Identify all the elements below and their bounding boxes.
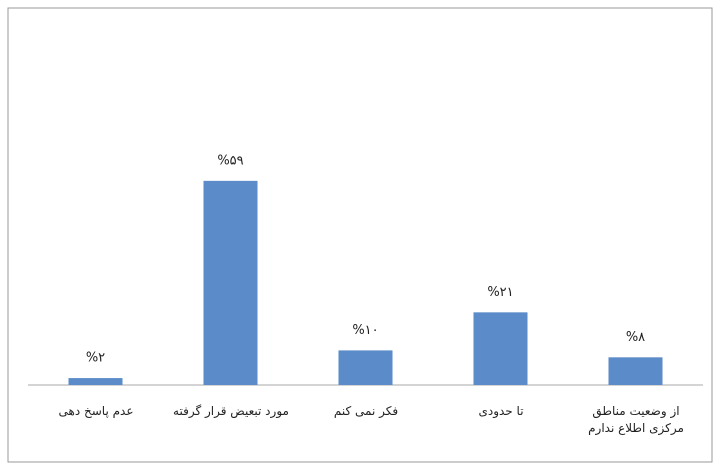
x-tick-label: مورد تبعیض قرار گرفته <box>173 404 289 418</box>
value-label: %۱۰ <box>352 323 378 338</box>
bar <box>338 350 393 385</box>
value-label: %۵۹ <box>217 153 243 168</box>
bar <box>203 180 258 385</box>
x-tick-label: فکر نمی کنم <box>333 404 399 418</box>
value-label: %۲ <box>86 351 105 366</box>
value-label: %۸ <box>626 330 645 345</box>
x-tick-label: عدم پاسخ دهی <box>58 404 134 418</box>
bar <box>68 378 123 385</box>
value-label: %۲۱ <box>487 285 513 300</box>
chart-frame <box>7 7 713 463</box>
x-tick-label: تا حدودی <box>478 404 524 418</box>
x-tick-label: از وضعیت مناطق مرکزی اطلاع ندارم <box>588 404 684 435</box>
bar <box>473 312 528 385</box>
bar <box>608 357 663 385</box>
